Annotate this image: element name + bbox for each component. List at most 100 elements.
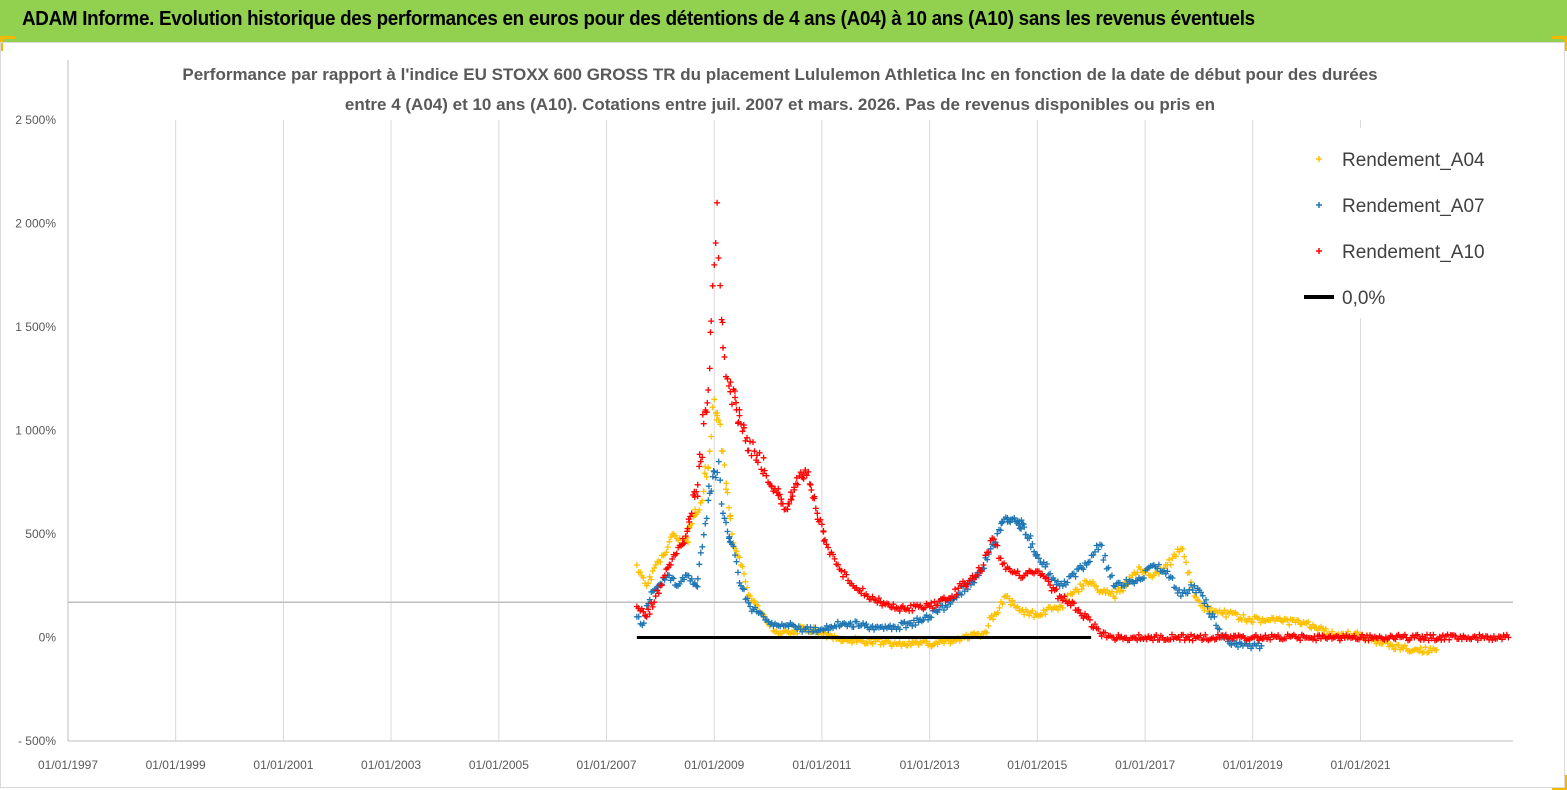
point-rendement-a04: [1183, 559, 1189, 566]
x-tick-label: 01/01/2011: [792, 758, 851, 772]
point-rendement-a04: [715, 417, 722, 424]
point-rendement-a07: [941, 607, 947, 613]
point-rendement-a04: [652, 562, 659, 568]
point-rendement-a10: [784, 506, 791, 513]
point-rendement-a10: [1134, 637, 1141, 644]
point-rendement-a07: [733, 558, 740, 565]
point-rendement-a10: [721, 354, 728, 360]
point-rendement-a10: [750, 439, 756, 446]
point-rendement-a10: [1143, 636, 1150, 643]
point-rendement-a04: [708, 433, 715, 440]
point-rendement-a07: [1155, 561, 1162, 568]
point-rendement-a07: [718, 501, 725, 507]
point-rendement-a10: [818, 521, 825, 528]
point-rendement-a10: [1229, 636, 1236, 643]
point-rendement-a10: [693, 488, 700, 495]
point-rendement-a10: [830, 551, 836, 558]
point-rendement-a10: [682, 533, 689, 540]
point-rendement-a07: [1199, 592, 1206, 599]
point-rendement-a10: [640, 608, 647, 615]
point-rendement-a10: [1001, 560, 1008, 567]
point-rendement-a10: [952, 586, 959, 593]
point-rendement-a10: [997, 555, 1004, 562]
point-rendement-a10: [1262, 632, 1269, 639]
point-rendement-a10: [667, 561, 674, 568]
point-rendement-a04: [1257, 619, 1264, 626]
point-rendement-a10: [638, 605, 645, 612]
point-rendement-a10: [1102, 629, 1109, 636]
point-rendement-a10: [714, 199, 721, 206]
corner-marker-bottom-right: [1552, 775, 1567, 790]
point-rendement-a04: [1172, 553, 1179, 560]
point-rendement-a07: [700, 531, 707, 538]
point-rendement-a04: [637, 569, 644, 575]
point-rendement-a04: [853, 638, 860, 645]
point-rendement-a10: [664, 564, 671, 571]
x-tick-label: 01/01/2015: [1007, 758, 1067, 772]
point-rendement-a07: [968, 581, 974, 588]
point-rendement-a04: [896, 639, 903, 646]
y-tick-label: 2 500%: [15, 113, 56, 127]
point-rendement-a04: [1167, 561, 1174, 568]
point-rendement-a10: [1313, 637, 1320, 644]
point-rendement-a07: [1255, 640, 1261, 647]
point-rendement-a10: [754, 459, 761, 466]
point-rendement-a04: [733, 548, 740, 555]
point-rendement-a07: [1112, 583, 1119, 590]
point-rendement-a10: [926, 603, 933, 610]
point-rendement-a10: [874, 599, 881, 606]
point-rendement-a04: [1042, 611, 1049, 618]
point-rendement-a10: [1309, 636, 1316, 643]
point-rendement-a10: [738, 421, 744, 427]
point-rendement-a07: [912, 622, 919, 628]
point-rendement-a04: [1040, 607, 1047, 614]
point-rendement-a10: [822, 536, 828, 543]
legend-label: Rendement_A04: [1342, 150, 1485, 171]
point-rendement-a07: [705, 497, 712, 504]
point-rendement-a10: [748, 452, 755, 459]
series-layer: [633, 199, 1512, 656]
point-rendement-a10: [877, 598, 884, 605]
point-rendement-a07: [1051, 577, 1058, 584]
point-rendement-a07: [1140, 575, 1147, 581]
point-rendement-a10: [869, 593, 876, 600]
point-rendement-a10: [776, 491, 783, 498]
point-rendement-a10: [1180, 631, 1187, 638]
point-rendement-a07: [1090, 552, 1097, 558]
point-rendement-a07: [1020, 521, 1027, 528]
point-rendement-a07: [903, 624, 909, 631]
legend: Rendement_A04 Rendement_A07 Rendement_A10 0…: [1282, 128, 1512, 318]
point-rendement-a07: [1029, 540, 1036, 547]
point-rendement-a10: [1113, 635, 1120, 642]
point-rendement-a04: [990, 616, 997, 623]
y-tick-label: 1 500%: [15, 320, 56, 334]
point-rendement-a10: [1188, 631, 1194, 638]
point-rendement-a10: [825, 544, 832, 551]
point-rendement-a10: [681, 540, 688, 547]
legend-label: Rendement_A07: [1342, 196, 1485, 217]
point-rendement-a10: [1297, 637, 1304, 644]
point-rendement-a10: [697, 458, 704, 465]
point-rendement-a10: [709, 282, 716, 289]
point-rendement-a04: [726, 513, 733, 520]
point-rendement-a10: [761, 467, 768, 474]
point-rendement-a10: [1335, 633, 1342, 640]
point-rendement-a04: [1433, 646, 1440, 653]
point-rendement-a10: [1484, 633, 1491, 640]
point-rendement-a07: [825, 627, 832, 634]
point-rendement-a10: [843, 571, 850, 578]
point-rendement-a10: [688, 510, 695, 517]
point-rendement-a07: [853, 618, 860, 625]
point-rendement-a07: [1216, 626, 1223, 633]
point-rendement-a10: [1213, 636, 1220, 642]
point-rendement-a10: [768, 482, 775, 489]
point-rendement-a07: [1022, 531, 1029, 538]
point-rendement-a10: [1189, 637, 1196, 644]
point-rendement-a10: [1197, 632, 1204, 639]
point-rendement-a07: [720, 510, 726, 517]
point-rendement-a10: [645, 606, 652, 613]
point-rendement-a10: [953, 591, 960, 598]
point-rendement-a04: [1240, 611, 1247, 618]
point-rendement-a07: [1098, 542, 1105, 549]
point-rendement-a07: [681, 576, 688, 583]
